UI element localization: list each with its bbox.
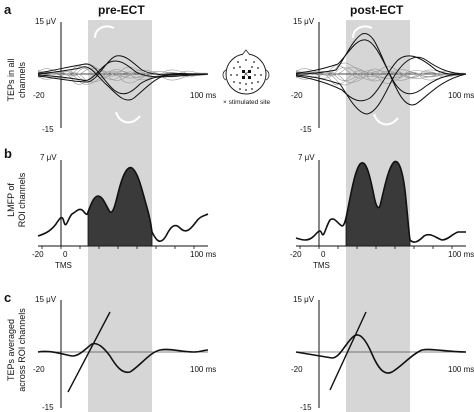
row-b-ylabel-1: LMFP of (6, 183, 16, 217)
row-b-right-tms-label: TMS (313, 261, 330, 270)
head-map: × × stimulated site (222, 49, 271, 106)
row-b-left-tick-neg20: -20 (32, 250, 44, 259)
row-b-left-ytop: 7 μV (40, 153, 57, 162)
row-c-right-slope-line (329, 311, 367, 391)
row-c-left-xend: 100 ms (190, 365, 216, 374)
row-c-left-ytop: 15 μV (35, 295, 57, 304)
row-c-left-plot: 15 μV -20 -15 100 ms (33, 295, 216, 412)
row-a-ylabel-1: TEPs in all (6, 58, 16, 101)
row-b-right-tick-0: 0 (321, 250, 326, 259)
row-c-left-trace (37, 342, 209, 374)
row-a-right-ybottom: -15 (300, 125, 312, 134)
row-a-left-ybottom: -15 (42, 125, 54, 134)
row-b-left-tick-0: 0 (63, 250, 68, 259)
row-b-right-ytop: 7 μV (298, 153, 315, 162)
row-b-left-plot: 7 μV -20 0 100 ms TMS (32, 153, 216, 270)
row-c-ylabel-1: TEPs averaged (6, 319, 16, 381)
condition-title-post: post-ECT (350, 3, 404, 17)
stimulated-site-legend: × stimulated site (223, 99, 271, 106)
row-a-left-black-traces (37, 55, 209, 101)
row-a-left-lower-arc (115, 111, 141, 124)
row-a-ylabel-2: channels (17, 61, 27, 98)
row-c-right-xend: 100 ms (448, 365, 474, 374)
panel-letter-b: b (4, 146, 12, 161)
row-a-left-xend: 100 ms (190, 91, 216, 100)
row-b-right-tick-neg20: -20 (290, 250, 302, 259)
row-a-left-grey-traces (37, 63, 209, 85)
panel-letter-c: c (4, 290, 11, 305)
row-a-right-ytop: 15 μV (293, 17, 315, 26)
row-c-ylabel-2: across ROI channels (17, 308, 27, 392)
row-a-right-lower-arc (373, 113, 399, 126)
condition-title-pre: pre-ECT (98, 3, 145, 17)
row-a-right-plot: 15 μV -20 -15 100 ms (291, 17, 474, 134)
row-b-left-xend: 100 ms (190, 250, 216, 259)
row-a-left-yleft: -20 (33, 91, 45, 100)
row-a-right-upper-arc (352, 25, 373, 39)
row-a-left-upper-arc (94, 25, 115, 39)
electrode-dots (230, 59, 262, 91)
row-a-right-xend: 100 ms (448, 91, 474, 100)
row-a-left-ytop: 15 μV (35, 17, 57, 26)
row-a-right-yleft: -20 (291, 91, 303, 100)
row-a-right-black-traces (295, 32, 467, 115)
roi-electrodes (242, 70, 251, 79)
row-a-left-plot: 15 μV -20 -15 100 ms (33, 17, 216, 134)
row-a-right-grey-traces (295, 62, 467, 86)
row-b-left-trace (37, 166, 209, 243)
row-c-right-trace (295, 334, 467, 374)
panel-letter-a: a (4, 2, 12, 17)
stimulated-site-marker: × (243, 70, 249, 78)
row-c-right-plot: 15 μV -20 -15 100 ms (291, 295, 474, 412)
row-c-right-ytop: 15 μV (293, 295, 315, 304)
row-c-left-yleft: -20 (33, 365, 45, 374)
row-b-right-xend: 100 ms (448, 250, 474, 259)
row-c-right-yleft: -20 (291, 365, 303, 374)
row-c-left-slope-line (67, 311, 111, 393)
row-c-right-ybottom: -15 (300, 403, 312, 412)
row-b-right-trace (295, 160, 466, 243)
row-c-left-ybottom: -15 (42, 403, 54, 412)
row-b-ylabel-2: ROI channels (17, 172, 27, 227)
row-b-right-plot: 7 μV -20 0 100 ms TMS (290, 153, 474, 270)
row-b-left-tms-label: TMS (55, 261, 72, 270)
